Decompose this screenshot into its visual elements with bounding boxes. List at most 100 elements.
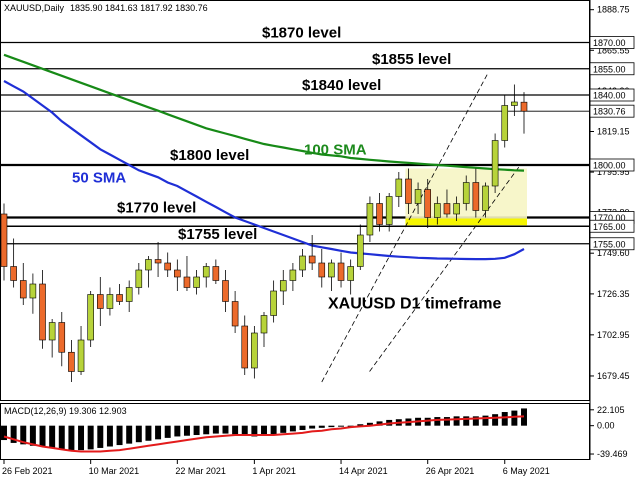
candle	[39, 270, 46, 349]
candle	[414, 182, 422, 214]
level-tag-1800.00: 1800.00	[589, 158, 635, 172]
price-tick-label: 1865.55	[597, 45, 630, 55]
candle	[0, 203, 8, 281]
candle-body-up	[434, 203, 441, 218]
level-label-1855: $1855 level	[372, 51, 451, 68]
candle	[501, 95, 509, 148]
candle-body-down	[10, 266, 17, 281]
macd-hist-bar	[376, 421, 383, 426]
candle	[251, 326, 258, 379]
candle-body-up	[289, 269, 297, 281]
price-tick-label: 1726.35	[597, 289, 630, 299]
level-label-1870: $1870 level	[262, 25, 341, 42]
sma100-label: 100 SMA	[304, 142, 367, 159]
candle	[511, 84, 518, 116]
level-tag-1765.00: 1765.00	[589, 219, 635, 233]
macd-hist-bar	[443, 417, 450, 426]
candle	[164, 252, 171, 277]
candles	[0, 84, 528, 382]
candle	[357, 224, 364, 270]
candle	[424, 179, 431, 228]
macd-hist-bar	[20, 425, 27, 445]
candle	[241, 315, 249, 375]
candle-body-up	[385, 196, 393, 225]
candle	[434, 196, 441, 225]
sma50-label: 50 SMA	[72, 170, 126, 187]
candle-body-up	[106, 294, 114, 309]
candle	[395, 172, 403, 207]
sma50-line	[3, 80, 525, 261]
level-tag-label: 1855.00	[593, 64, 626, 74]
candle-body-down	[424, 189, 431, 218]
macd-hist-bar	[338, 425, 345, 427]
timeframe-label: XAUUSD D1 timeframe	[328, 296, 501, 313]
level-tag-label: 1830.76	[593, 107, 626, 117]
candle	[405, 168, 412, 214]
level-label-1840: $1840 level	[302, 77, 381, 94]
level-label-1800: $1800 level	[170, 147, 249, 164]
level-tag-box	[589, 104, 635, 118]
candle	[202, 263, 210, 288]
candle-body-down	[154, 259, 162, 264]
macd-hist-bar	[309, 425, 316, 429]
macd-hist-bar	[1, 425, 7, 441]
macd-hist-bar	[434, 417, 441, 426]
macd-hist-bar	[511, 410, 518, 426]
macd-hist-bar	[39, 425, 46, 447]
macd-hist-bar	[203, 425, 210, 435]
candle	[462, 175, 470, 211]
candle	[328, 259, 335, 291]
level-tag-box	[589, 36, 635, 49]
candle-body-down	[231, 301, 239, 327]
candle	[193, 270, 200, 295]
macd-hist-bar	[453, 416, 460, 426]
macd-hist-bar	[482, 415, 489, 426]
candle	[135, 263, 143, 295]
macd-hist-bar	[463, 416, 470, 426]
trend-channel	[321, 73, 521, 383]
support-band	[405, 218, 527, 226]
candle-body-down	[0, 213, 8, 267]
candle	[19, 263, 27, 305]
level-tag-1855.00: 1855.00	[589, 62, 635, 76]
macd-hist-bar	[155, 425, 162, 440]
candle	[260, 312, 268, 347]
candle	[116, 284, 123, 305]
time-tick-label: 26 Apr 2021	[426, 466, 475, 476]
macd-label: MACD(12,26,9) 19.306 12.903	[4, 406, 127, 416]
time-tick-label: 14 Apr 2021	[339, 466, 388, 476]
candle-body-up	[414, 189, 422, 204]
level-tag-label: 1755.00	[593, 239, 626, 249]
macd-hist-bar	[241, 425, 248, 436]
macd-hist-bar	[212, 425, 219, 434]
price-tick-label: 1819.15	[597, 126, 630, 136]
macd-hist-bar	[280, 425, 287, 433]
macd-hist-bar	[424, 417, 431, 426]
macd-hist-bar	[68, 425, 75, 451]
level-tag-box	[589, 219, 635, 233]
candle	[231, 291, 239, 333]
macd-hist-bar	[328, 425, 335, 428]
candle	[68, 340, 75, 382]
macd-hist-bar	[472, 416, 479, 426]
candle-body-up	[77, 339, 85, 372]
level-tag-box	[589, 88, 635, 102]
candle-body-up	[87, 294, 94, 341]
macd-hist-bar	[261, 425, 267, 436]
candle-body-up	[453, 203, 460, 215]
level-tag-label: 1840.00	[593, 91, 626, 101]
level-tag-1830.76: 1830.76	[589, 104, 635, 118]
candle-body-up	[347, 266, 354, 281]
candle	[472, 168, 480, 218]
candle-body-down	[405, 178, 412, 204]
candle-body-down	[337, 262, 345, 281]
time-axis: 26 Feb 2021 10 Mar 2021 22 Mar 2021 1 Apr 2…	[2, 460, 550, 476]
candle	[482, 182, 489, 218]
candle-body-down	[376, 203, 383, 225]
candle-body-down	[174, 269, 181, 278]
level-labels: $1870 level $1855 level $1840 level $1800 l…	[72, 25, 501, 313]
time-tick-label: 26 Feb 2021	[2, 466, 53, 476]
level-tags: 1870.00 1855.00 1840.00 1830.76 1800.00 1770.…	[589, 36, 635, 251]
macd-tick-label: 22.105	[597, 405, 625, 415]
